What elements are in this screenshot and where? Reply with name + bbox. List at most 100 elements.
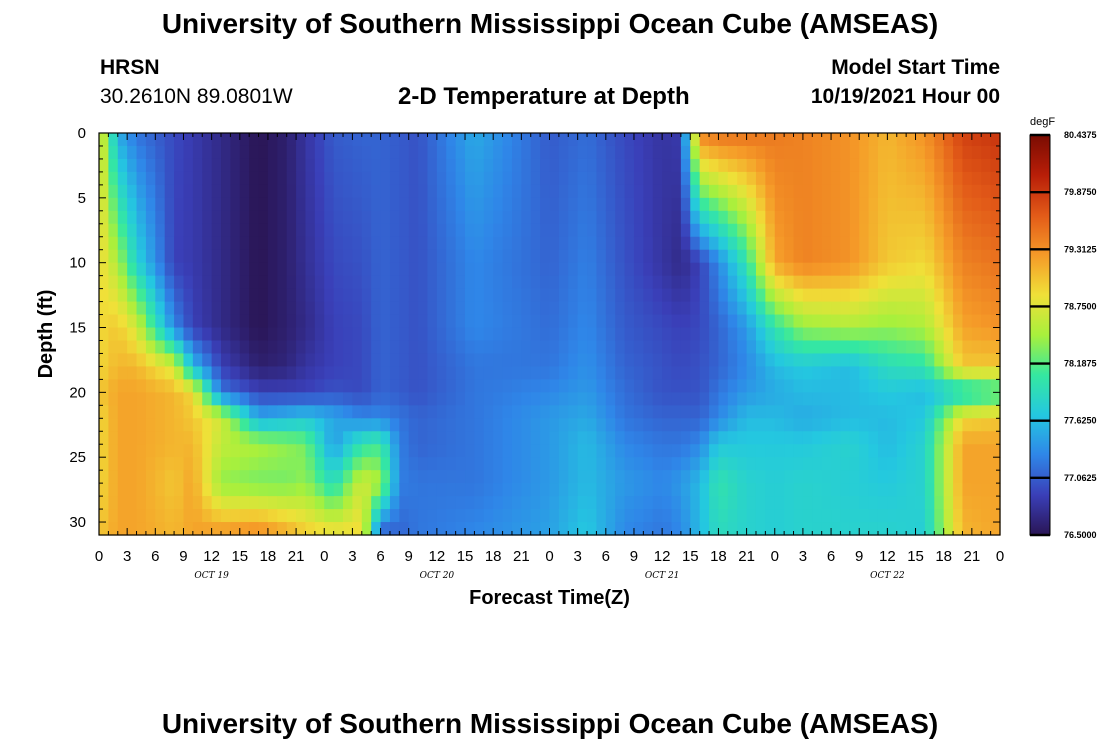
heatmap-cell: [549, 522, 560, 536]
heatmap-cell: [155, 444, 166, 458]
heatmap-cell: [568, 262, 579, 277]
heatmap-cell: [568, 444, 579, 458]
heatmap-cell: [502, 470, 513, 484]
heatmap-cell: [455, 236, 466, 251]
heatmap-cell: [887, 275, 898, 290]
heatmap-cell: [511, 288, 522, 303]
heatmap-cell: [615, 496, 626, 510]
heatmap-cell: [896, 223, 907, 238]
heatmap-cell: [587, 288, 598, 303]
heatmap-cell: [633, 223, 644, 238]
heatmap-cell: [324, 288, 335, 303]
heatmap-cell: [671, 522, 682, 536]
heatmap-cell: [558, 236, 569, 251]
heatmap-cell: [859, 522, 870, 536]
heatmap-cell: [896, 327, 907, 342]
heatmap-cell: [511, 353, 522, 368]
heatmap-cell: [408, 470, 419, 484]
heatmap-cell: [136, 392, 147, 406]
heatmap-cell: [474, 379, 485, 393]
heatmap-cells: [99, 133, 1001, 536]
heatmap-cell: [465, 301, 476, 316]
heatmap-cell: [380, 158, 391, 173]
heatmap-cell: [831, 340, 842, 355]
heatmap-cell: [690, 340, 701, 355]
heatmap-cell: [840, 366, 851, 380]
heatmap-cell: [896, 353, 907, 368]
heatmap-cell: [680, 327, 691, 342]
heatmap-cell: [849, 145, 860, 160]
heatmap-cell: [943, 522, 954, 536]
heatmap-cell: [530, 197, 541, 212]
heatmap-cell: [624, 314, 635, 329]
heatmap-cell: [305, 327, 316, 342]
heatmap-cell: [230, 392, 241, 406]
heatmap-cell: [812, 379, 823, 393]
heatmap-cell: [465, 314, 476, 329]
heatmap-cell: [277, 145, 288, 160]
heatmap-cell: [981, 431, 992, 445]
heatmap-cell: [633, 470, 644, 484]
heatmap-cell: [934, 288, 945, 303]
heatmap-cell: [774, 340, 785, 355]
heatmap-cell: [896, 197, 907, 212]
heatmap-cell: [99, 236, 109, 251]
heatmap-cell: [314, 418, 325, 432]
heatmap-cell: [896, 210, 907, 225]
heatmap-cell: [127, 431, 138, 445]
heatmap-cell: [183, 392, 194, 406]
heatmap-cell: [962, 223, 973, 238]
heatmap-cell: [821, 158, 832, 173]
heatmap-cell: [389, 431, 400, 445]
heatmap-cell: [896, 262, 907, 277]
heatmap-cell: [324, 158, 335, 173]
heatmap-cell: [361, 522, 372, 536]
x-axis-title: Forecast Time(Z): [469, 587, 630, 609]
heatmap-cell: [202, 301, 213, 316]
heatmap-cell: [155, 288, 166, 303]
heatmap-cell: [633, 171, 644, 186]
heatmap-cell: [605, 145, 616, 160]
heatmap-cell: [746, 522, 757, 536]
heatmap-cell: [371, 327, 382, 342]
heatmap-cell: [211, 197, 222, 212]
heatmap-cell: [831, 509, 842, 523]
heatmap-cell: [784, 171, 795, 186]
heatmap-cell: [174, 379, 185, 393]
heatmap-cell: [605, 197, 616, 212]
heatmap-cell: [108, 249, 119, 264]
heatmap-cell: [446, 379, 457, 393]
heatmap-cell: [633, 288, 644, 303]
heatmap-cell: [727, 496, 738, 510]
heatmap-cell: [239, 353, 250, 368]
heatmap-cell: [840, 223, 851, 238]
heatmap-cell: [183, 288, 194, 303]
heatmap-cell: [633, 236, 644, 251]
heatmap-cell: [877, 158, 888, 173]
heatmap-cell: [934, 522, 945, 536]
heatmap-cell: [521, 301, 532, 316]
heatmap-cell: [915, 249, 926, 264]
heatmap-cell: [774, 236, 785, 251]
heatmap-cell: [174, 366, 185, 380]
heatmap-cell: [239, 210, 250, 225]
heatmap-cell: [587, 275, 598, 290]
heatmap-cell: [690, 522, 701, 536]
heatmap-cell: [971, 522, 982, 536]
heatmap-cell: [136, 171, 147, 186]
heatmap-cell: [934, 301, 945, 316]
heatmap-cell: [868, 431, 879, 445]
heatmap-cell: [145, 405, 156, 419]
heatmap-cell: [793, 418, 804, 432]
heatmap-cell: [943, 509, 954, 523]
heatmap-cell: [774, 301, 785, 316]
heatmap-cell: [652, 405, 663, 419]
heatmap-cell: [577, 496, 588, 510]
heatmap-cell: [877, 509, 888, 523]
heatmap-cell: [202, 275, 213, 290]
heatmap-cell: [136, 249, 147, 264]
heatmap-cell: [99, 171, 109, 186]
heatmap-cell: [680, 171, 691, 186]
heatmap-cell: [765, 340, 776, 355]
heatmap-cell: [990, 236, 1001, 251]
